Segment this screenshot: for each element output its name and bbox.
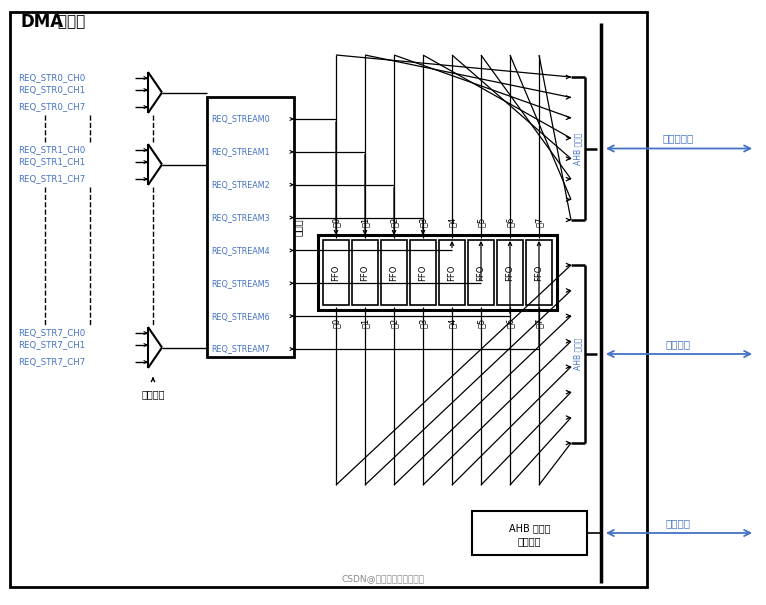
Text: 流2: 流2 [389,217,398,227]
Text: REQ_STREAM1: REQ_STREAM1 [211,148,270,156]
Bar [381,240,407,305]
Text: REQ_STREAM6: REQ_STREAM6 [211,312,270,321]
Text: REQ_STR7_CH1: REQ_STR7_CH1 [18,341,85,350]
Text: REQ_STREAM7: REQ_STREAM7 [211,344,270,353]
Bar [526,240,552,305]
Text: AHB 从器件: AHB 从器件 [509,523,550,533]
Text: FFO: FFO [447,264,457,281]
Text: 流3: 流3 [418,217,427,227]
Text: 编程端口: 编程端口 [666,518,690,528]
Bar [10,12,647,587]
Text: 编程接口: 编程接口 [518,536,542,546]
Text: REQ_STREAM2: REQ_STREAM2 [211,180,270,189]
Text: FFO: FFO [476,264,486,281]
Text: REQ_STR7_CH0: REQ_STR7_CH0 [18,329,85,338]
Text: 控制器: 控制器 [53,15,85,30]
Text: REQ_STREAM0: REQ_STREAM0 [211,114,270,123]
Text: 仲裁器: 仲裁器 [293,218,303,236]
Text: 流5: 流5 [476,217,486,227]
Text: REQ_STR0_CH7: REQ_STR0_CH7 [18,102,85,111]
Text: CSDN@汚广宁静～归根复命: CSDN@汚广宁静～归根复命 [342,574,424,583]
Bar [410,240,436,305]
Text: FFO: FFO [418,264,427,281]
Text: REQ_STR1_CH7: REQ_STR1_CH7 [18,174,85,183]
Text: 通道选择: 通道选择 [141,389,165,399]
Text: 存储器端口: 存储器端口 [663,134,694,143]
Text: REQ_STREAM4: REQ_STREAM4 [211,246,270,255]
Text: FFO: FFO [361,264,369,281]
Bar [468,240,494,305]
Bar [497,240,523,305]
Text: 流4: 流4 [447,318,457,328]
Bar [472,511,587,555]
Text: REQ_STR7_CH7: REQ_STR7_CH7 [18,358,85,367]
Text: FFO: FFO [332,264,341,281]
Text: AHB 主器件: AHB 主器件 [574,338,582,370]
Bar [323,240,349,305]
Text: 流7: 流7 [535,217,544,227]
Text: FFO: FFO [389,264,398,281]
Text: 流0: 流0 [332,318,341,328]
Bar [439,240,465,305]
Text: 流5: 流5 [476,318,486,328]
Text: FFO: FFO [506,264,515,281]
Text: REQ_STREAM5: REQ_STREAM5 [211,279,270,288]
Text: 外设端口: 外设端口 [666,339,690,349]
Text: 流6: 流6 [506,217,515,227]
Text: 流6: 流6 [506,318,515,328]
Bar [318,235,557,310]
Text: 流7: 流7 [535,318,544,328]
Text: AHB 主器件: AHB 主器件 [574,132,582,165]
Text: REQ_STR1_CH1: REQ_STR1_CH1 [18,157,85,166]
Text: REQ_STR0_CH0: REQ_STR0_CH0 [18,73,85,82]
Text: REQ_STR1_CH0: REQ_STR1_CH0 [18,145,85,154]
Text: DMA: DMA [20,13,63,31]
Text: 流4: 流4 [447,217,457,227]
Text: FFO: FFO [535,264,544,281]
Bar [207,97,294,357]
Text: REQ_STR0_CH1: REQ_STR0_CH1 [18,85,85,94]
Text: REQ_STREAM3: REQ_STREAM3 [211,213,270,222]
Text: 流0: 流0 [332,217,341,227]
Bar [352,240,378,305]
Text: 流1: 流1 [361,217,369,227]
Text: 流3: 流3 [418,318,427,328]
Text: 流1: 流1 [361,318,369,328]
Text: 流2: 流2 [389,318,398,328]
